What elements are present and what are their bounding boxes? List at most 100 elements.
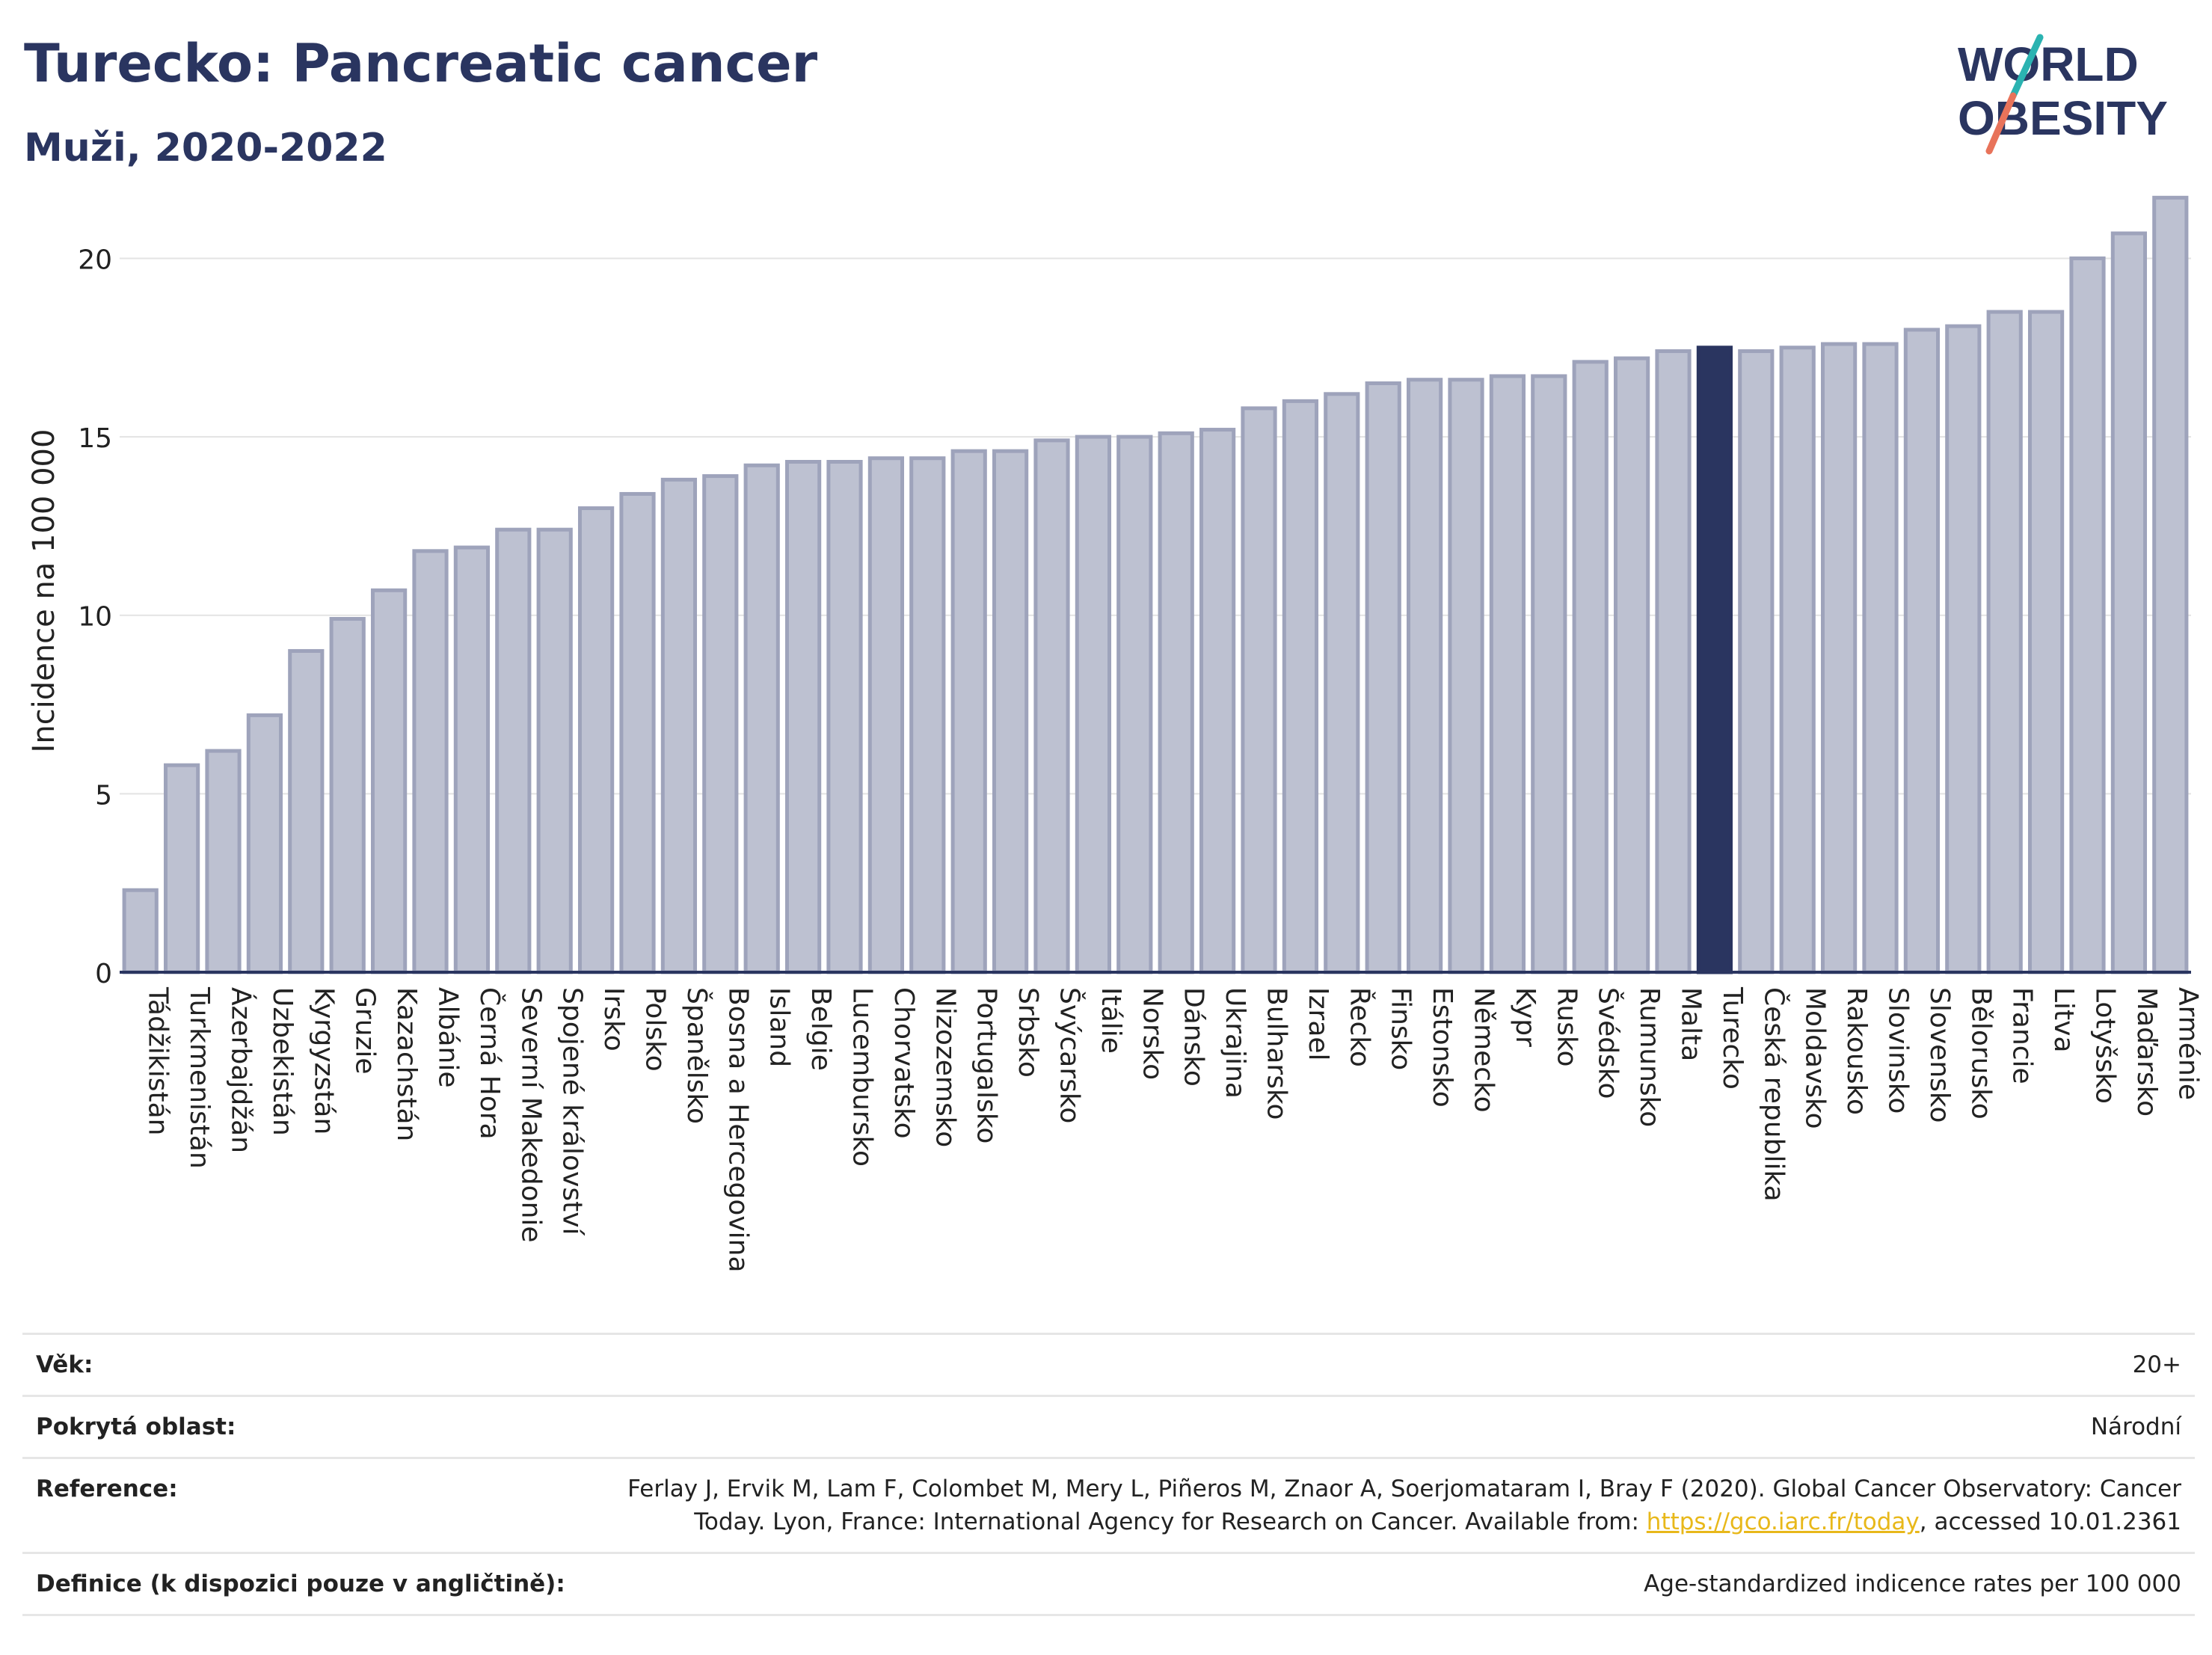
- meta-row-age: Věk: 20+: [22, 1333, 2195, 1395]
- y-tick-label: 10: [78, 602, 112, 633]
- logo-slash-coral: [1985, 92, 2017, 155]
- x-tick-label: Maďarsko: [2131, 987, 2162, 1117]
- x-tick-label: Kypr: [1510, 987, 1540, 1047]
- bar: [1158, 431, 1194, 974]
- bar: [660, 477, 698, 974]
- x-tick-label: Kazachstán: [391, 987, 422, 1141]
- x-tick-label: Bulharsko: [1262, 987, 1292, 1120]
- metadata-table: Věk: 20+ Pokrytá oblast: Národní Referen…: [22, 1333, 2195, 1616]
- reference-line2: Today. Lyon, France: International Agenc…: [627, 1505, 2181, 1538]
- bar: [702, 474, 739, 974]
- area-value: Národní: [2090, 1413, 2181, 1440]
- x-tick-label: Estonsko: [1427, 987, 1457, 1108]
- x-tick-label: Lucembursko: [847, 987, 878, 1167]
- bar: [1903, 328, 1941, 974]
- bar: [536, 527, 573, 974]
- x-tick-label: Dánsko: [1179, 987, 1209, 1087]
- x-tick-label: Turecko: [1717, 986, 1748, 1090]
- bar: [122, 888, 159, 974]
- bar: [2027, 310, 2065, 974]
- bar: [2152, 195, 2189, 974]
- age-value: 20+: [2132, 1351, 2181, 1378]
- meta-row-reference: Reference: Ferlay J, Ervik M, Lam F, Col…: [22, 1457, 2195, 1552]
- x-tick-label: Lotyšsko: [2090, 987, 2121, 1104]
- x-tick-label: Rusko: [1551, 987, 1582, 1067]
- y-tick-label: 20: [78, 245, 112, 275]
- meta-row-definition: Definice (k dispozici pouze v angličtině…: [22, 1552, 2195, 1616]
- x-tick-label: Litva: [2048, 987, 2079, 1053]
- bar: [1655, 349, 1692, 974]
- logo-slash-teal: [2009, 34, 2044, 99]
- x-tick-label: Finsko: [1386, 987, 1416, 1070]
- bar: [412, 549, 449, 974]
- bar: [288, 648, 325, 974]
- reference-value: Ferlay J, Ervik M, Lam F, Colombet M, Me…: [627, 1473, 2181, 1538]
- bar: [1199, 428, 1236, 974]
- y-tick-label: 0: [95, 959, 112, 989]
- bar: [2069, 256, 2106, 974]
- reference-link[interactable]: https://gco.iarc.fr/today: [1646, 1508, 1920, 1535]
- age-label: Věk:: [36, 1351, 93, 1378]
- reference-label: Reference:: [36, 1476, 178, 1502]
- bar: [867, 456, 905, 974]
- bar-highlight: [1696, 346, 1733, 974]
- bar: [246, 713, 283, 974]
- x-tick-label: Ukrajina: [1220, 987, 1250, 1099]
- bar: [1613, 356, 1650, 974]
- world-obesity-logo: WORLD OBESITY: [1958, 34, 2168, 155]
- x-tick-label: Řecko: [1344, 987, 1375, 1067]
- x-tick-label: Malta: [1676, 987, 1706, 1061]
- bar: [453, 545, 491, 974]
- bar: [909, 456, 946, 974]
- x-tick-label: Arménie: [2172, 987, 2203, 1100]
- y-axis-label: Incidence na 100 000: [27, 429, 61, 753]
- x-tick-label: Švýcarsko: [1054, 987, 1086, 1123]
- x-tick-label: Island: [764, 987, 795, 1067]
- x-tick-label: Albánie: [433, 987, 464, 1088]
- bar: [163, 763, 200, 974]
- bar: [1572, 360, 1609, 974]
- y-tick-label: 15: [78, 423, 112, 454]
- x-tick-label: Turkmenistán: [184, 986, 215, 1169]
- x-tick-label: Itálie: [1096, 987, 1126, 1054]
- bar: [950, 449, 987, 974]
- x-tick-labels: Tádžikistán Turkmenistán Ázerbajdžán Uzbeki…: [143, 986, 2204, 1273]
- reference-line1: Ferlay J, Ervik M, Lam F, Colombet M, Me…: [627, 1476, 2181, 1502]
- bars: [122, 195, 2189, 974]
- bar: [1282, 399, 1319, 974]
- x-tick-label: Portugalsko: [971, 987, 1002, 1143]
- bar: [329, 617, 366, 974]
- bar: [1986, 310, 2023, 974]
- x-tick-label: Švédsko: [1593, 987, 1624, 1099]
- bar: [1531, 374, 1567, 974]
- bar: [1241, 406, 1277, 974]
- x-tick-label: Francie: [2007, 987, 2038, 1084]
- axes: 0 5 10 15 20: [78, 245, 2191, 989]
- bar-chart: 0 5 10 15 20 Tádžikistán Turkmenistán Ázerbajd…: [27, 195, 2204, 1273]
- logo-line1: WORLD: [1958, 37, 2139, 91]
- x-tick-label: Slovensko: [1924, 987, 1955, 1123]
- bar: [619, 491, 656, 974]
- x-tick-label: Chorvatsko: [888, 987, 919, 1139]
- bar: [992, 449, 1029, 974]
- x-tick-label: Tádžikistán: [143, 986, 173, 1135]
- bar: [1738, 349, 1775, 974]
- x-tick-label: Polsko: [640, 987, 671, 1072]
- bar: [577, 506, 615, 974]
- x-tick-label: Spojené království: [557, 987, 588, 1236]
- x-tick-label: Irsko: [598, 987, 629, 1051]
- bar: [1448, 378, 1484, 974]
- y-tick-label: 5: [95, 780, 112, 811]
- bar: [1075, 435, 1112, 974]
- bar: [1820, 342, 1858, 974]
- x-tick-label: Černá Hora: [474, 987, 506, 1140]
- x-tick-label: Rumunsko: [1634, 987, 1665, 1127]
- bar: [1779, 346, 1816, 974]
- page-title: Turecko: Pancreatic cancer: [24, 33, 818, 94]
- page-subtitle: Muži, 2020-2022: [24, 126, 387, 171]
- bar: [1116, 435, 1153, 974]
- bar: [205, 749, 242, 974]
- meta-row-area: Pokrytá oblast: Národní: [22, 1395, 2195, 1457]
- x-tick-label: Nizozemsko: [930, 987, 960, 1147]
- x-tick-label: Kyrgyzstán: [308, 987, 339, 1134]
